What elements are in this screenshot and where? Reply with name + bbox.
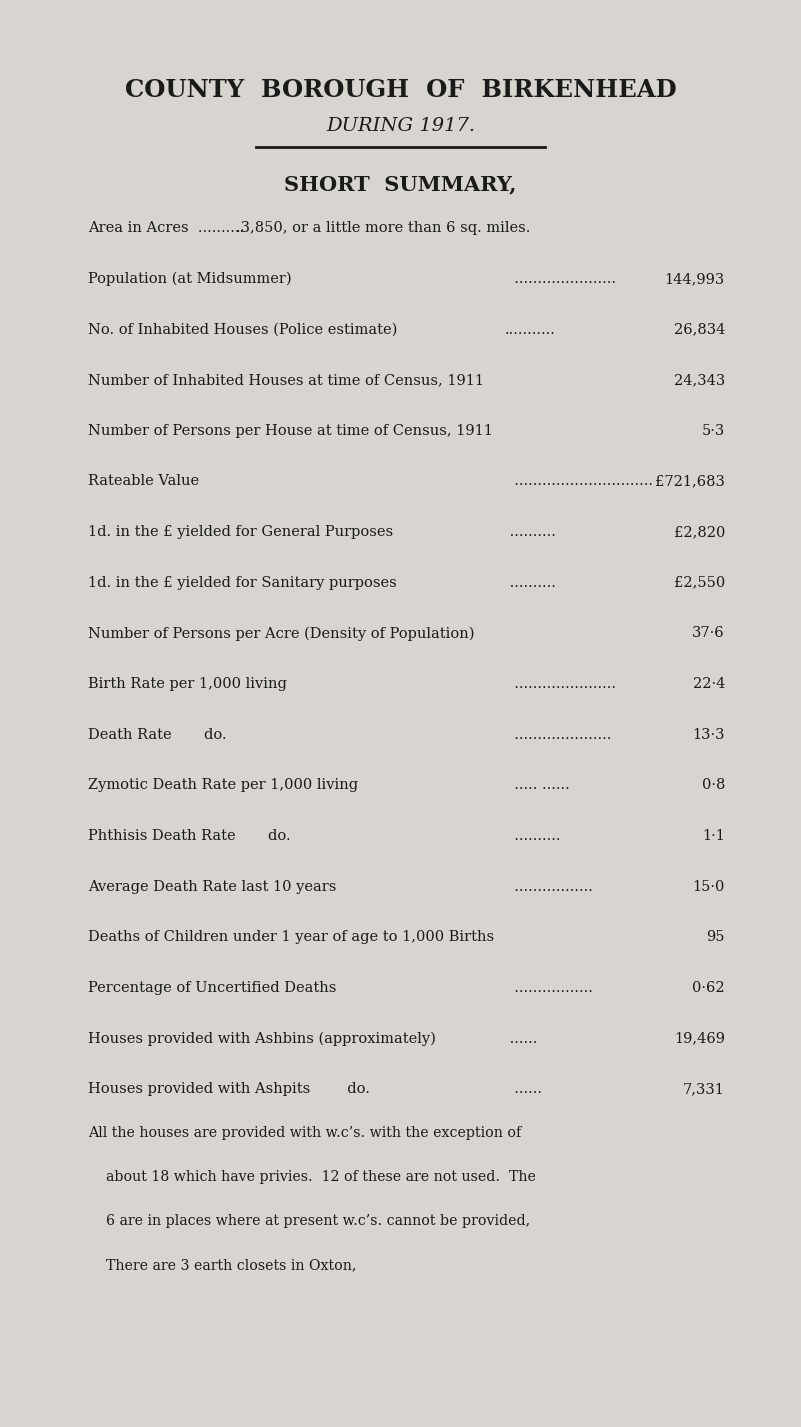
Text: DURING 1917.: DURING 1917. xyxy=(326,117,475,136)
Text: Area in Acres  ..........: Area in Acres .......... xyxy=(88,221,244,235)
Text: Deaths of Children under 1 year of age to 1,000 Births: Deaths of Children under 1 year of age t… xyxy=(88,930,494,945)
Text: COUNTY  BOROUGH  OF  BIRKENHEAD: COUNTY BOROUGH OF BIRKENHEAD xyxy=(125,78,676,103)
Text: No. of Inhabited Houses (Police estimate): No. of Inhabited Houses (Police estimate… xyxy=(88,323,397,337)
Text: .................: ................. xyxy=(505,982,593,995)
Text: ......: ...... xyxy=(505,1032,537,1046)
Text: 95: 95 xyxy=(706,930,725,945)
Text: ......................: ...................... xyxy=(505,271,616,285)
Text: 1d. in the £ yielded for General Purposes: 1d. in the £ yielded for General Purpose… xyxy=(88,525,393,539)
Text: ..... ......: ..... ...... xyxy=(505,779,570,792)
Text: .................: ................. xyxy=(505,879,593,893)
Text: 1·1: 1·1 xyxy=(702,829,725,843)
Text: ..........: .......... xyxy=(505,829,560,843)
Text: SHORT  SUMMARY,: SHORT SUMMARY, xyxy=(284,174,517,194)
Text: ...........: ........... xyxy=(505,323,556,337)
Text: Average Death Rate last 10 years: Average Death Rate last 10 years xyxy=(88,879,336,893)
Text: 0·62: 0·62 xyxy=(692,982,725,995)
Text: 24,343: 24,343 xyxy=(674,374,725,387)
Text: £2,820: £2,820 xyxy=(674,525,725,539)
Text: 5·3: 5·3 xyxy=(702,424,725,438)
Text: Number of Persons per Acre (Density of Population): Number of Persons per Acre (Density of P… xyxy=(88,626,475,641)
Text: ......................: ...................... xyxy=(505,676,616,691)
Text: Zymotic Death Rate per 1,000 living: Zymotic Death Rate per 1,000 living xyxy=(88,779,358,792)
Text: Birth Rate per 1,000 living: Birth Rate per 1,000 living xyxy=(88,676,287,691)
Text: Percentage of Uncertified Deaths: Percentage of Uncertified Deaths xyxy=(88,982,336,995)
Text: .3,850, or a little more than 6 sq. miles.: .3,850, or a little more than 6 sq. mile… xyxy=(236,221,531,235)
Text: 7,331: 7,331 xyxy=(683,1082,725,1096)
Text: 6 are in places where at present w.c’s. cannot be provided,: 6 are in places where at present w.c’s. … xyxy=(88,1214,530,1229)
Text: .....................: ..................... xyxy=(505,728,611,742)
Text: 22·4: 22·4 xyxy=(693,676,725,691)
Text: £2,550: £2,550 xyxy=(674,575,725,589)
Text: There are 3 earth closets in Oxton,: There are 3 earth closets in Oxton, xyxy=(88,1259,356,1273)
Text: 1d. in the £ yielded for Sanitary purposes: 1d. in the £ yielded for Sanitary purpos… xyxy=(88,575,396,589)
Text: 13·3: 13·3 xyxy=(692,728,725,742)
Text: 15·0: 15·0 xyxy=(693,879,725,893)
Text: Houses provided with Ashpits        do.: Houses provided with Ashpits do. xyxy=(88,1082,370,1096)
Text: Number of Persons per House at time of Census, 1911: Number of Persons per House at time of C… xyxy=(88,424,493,438)
Text: 37·6: 37·6 xyxy=(692,626,725,641)
Text: All the houses are provided with w.c’s. with the exception of: All the houses are provided with w.c’s. … xyxy=(88,1126,521,1140)
Text: Death Rate       do.: Death Rate do. xyxy=(88,728,227,742)
Text: ..........: .......... xyxy=(505,525,556,539)
Text: £721,683: £721,683 xyxy=(655,475,725,488)
Text: Rateable Value: Rateable Value xyxy=(88,475,199,488)
Text: ..........: .......... xyxy=(505,575,556,589)
Text: 26,834: 26,834 xyxy=(674,323,725,337)
Text: ......: ...... xyxy=(505,1082,541,1096)
Text: Houses provided with Ashbins (approximately): Houses provided with Ashbins (approximat… xyxy=(88,1032,436,1046)
Text: about 18 which have privies.  12 of these are not used.  The: about 18 which have privies. 12 of these… xyxy=(88,1170,536,1184)
Text: Number of Inhabited Houses at time of Census, 1911: Number of Inhabited Houses at time of Ce… xyxy=(88,374,484,387)
Text: ..............................: .............................. xyxy=(505,475,653,488)
Text: 144,993: 144,993 xyxy=(665,271,725,285)
Text: 0·8: 0·8 xyxy=(702,779,725,792)
Text: Phthisis Death Rate       do.: Phthisis Death Rate do. xyxy=(88,829,291,843)
Text: Population (at Midsummer): Population (at Midsummer) xyxy=(88,271,292,287)
Text: 19,469: 19,469 xyxy=(674,1032,725,1046)
